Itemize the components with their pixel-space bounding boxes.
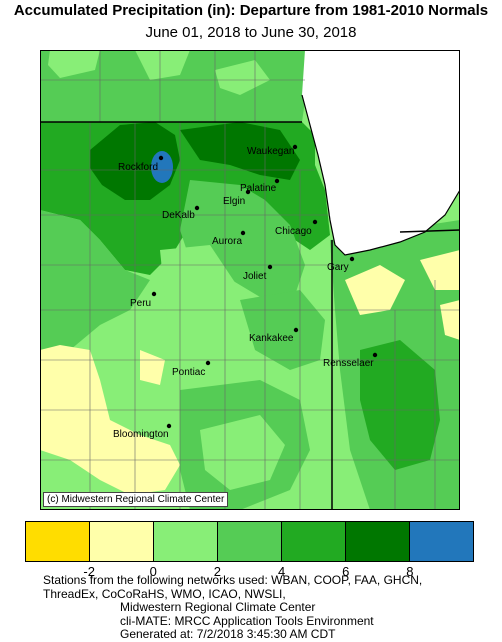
city-label-rockford: Rockford: [118, 162, 158, 173]
legend-swatch: [346, 522, 410, 561]
footer-line: ThreadEx, CoCoRaHS, WMO, ICAO, NWSLI,: [43, 586, 286, 601]
footer-notes: Stations from the following networks use…: [0, 573, 502, 642]
precip-zone: [135, 50, 190, 80]
city-dot: [267, 264, 273, 270]
color-legend: [25, 521, 474, 562]
map-frame: [40, 50, 460, 510]
precip-zone: [215, 60, 270, 95]
precip-zone: [420, 250, 460, 290]
legend-swatch: [26, 522, 90, 561]
lake-shoreline: [301, 94, 460, 256]
city-markers: Rockford Waukegan Palatine Elgin DeKalb …: [113, 144, 378, 440]
legend-swatch: [218, 522, 282, 561]
legend-tick-label: 0: [149, 564, 157, 579]
legend-tick-label: -2: [83, 564, 95, 579]
legend-tick-label: 8: [406, 564, 414, 579]
city-dot: [240, 230, 246, 236]
city-dot: [151, 291, 157, 297]
legend-swatch: [154, 522, 218, 561]
footer-line: Stations from the following networks use…: [43, 573, 423, 587]
city-dot: [194, 205, 200, 211]
legend-tick-label: 4: [277, 564, 286, 579]
city-label-gary: Gary: [327, 262, 349, 273]
county-lines: [40, 50, 460, 510]
city-dot: [349, 256, 355, 262]
city-label-waukegan: Waukegan: [247, 146, 294, 157]
footer-line: Midwestern Regional Climate Center: [120, 600, 316, 614]
precip-zone: [360, 340, 440, 470]
city-label-dekalb: DeKalb: [162, 210, 195, 221]
precip-zone: [200, 415, 285, 490]
city-label-kankakee: Kankakee: [249, 333, 294, 344]
map-subtitle: June 01, 2018 to June 30, 2018: [145, 24, 357, 41]
city-dot: [372, 352, 378, 358]
precip-zone: [160, 245, 250, 360]
city-label-rensselaer: Rensselaer: [323, 358, 374, 369]
city-dot: [293, 327, 299, 333]
precip-zone: [345, 265, 405, 315]
city-label-bloomington: Bloomington: [113, 429, 169, 440]
precip-zone: [40, 210, 150, 350]
legend-tick-label: 6: [342, 564, 350, 579]
city-label-elgin: Elgin: [223, 196, 245, 207]
footer-line: cli-MATE: MRCC Application Tools Environ…: [120, 613, 374, 628]
legend-swatch: [90, 522, 154, 561]
city-dot: [205, 360, 211, 366]
city-label-peru: Peru: [130, 298, 151, 309]
city-label-pontiac: Pontiac: [172, 367, 205, 378]
city-label-chicago: Chicago: [275, 226, 312, 237]
precip-zone: [151, 151, 173, 183]
legend-swatch: [410, 522, 473, 561]
city-dot: [158, 155, 164, 161]
city-dot: [245, 189, 251, 195]
city-dot: [166, 423, 172, 429]
legend-swatch: [282, 522, 346, 561]
precip-zone: [48, 50, 100, 78]
map-title: Accumulated Precipitation (in): Departur…: [13, 2, 489, 19]
city-label-aurora: Aurora: [212, 236, 242, 247]
lake-michigan: [302, 50, 460, 255]
city-label-palatine: Palatine: [240, 183, 277, 194]
precip-zone: [40, 345, 180, 495]
city-label-joliet: Joliet: [243, 271, 267, 282]
precip-zone: [140, 350, 165, 385]
footer-line: Generated at: 7/2/2018 3:45:30 AM CDT: [120, 627, 336, 641]
city-dot: [274, 178, 280, 184]
city-dot: [292, 144, 298, 150]
precip-zone: [180, 122, 300, 180]
precipitation-map: Rockford Waukegan Palatine Elgin DeKalb …: [40, 50, 460, 510]
legend-tick-label: 2: [213, 564, 222, 579]
precip-zone: [180, 180, 305, 300]
map-credit: (c) Midwestern Regional Climate Center: [43, 492, 229, 507]
state-border: [399, 229, 460, 233]
city-dot: [312, 219, 318, 225]
